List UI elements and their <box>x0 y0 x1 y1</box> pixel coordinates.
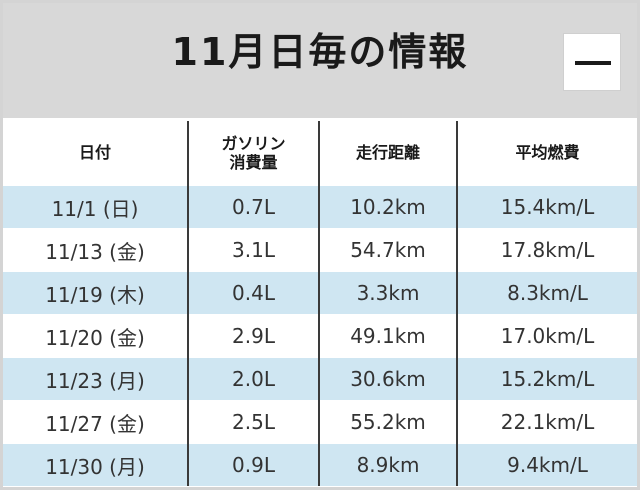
table-row: 11/23 (月) 2.0L 30.6km 15.2km/L <box>3 357 637 401</box>
cell-date: 11/13 (金) <box>3 228 189 272</box>
column-header-fuel: ガソリン 消費量 <box>188 121 320 186</box>
cell-economy: 17.8km/L <box>457 228 637 272</box>
table-row: 11/27 (金) 2.5L 55.2km 22.1km/L <box>3 400 637 444</box>
column-header-economy: 平均燃費 <box>457 121 637 186</box>
column-header-label: 日付 <box>78 143 111 163</box>
table-header-row: 日付 ガソリン 消費量 走行距離 平均燃費 <box>3 121 637 186</box>
cell-distance: 30.6km <box>319 357 458 401</box>
column-header-label-line2: 消費量 <box>229 153 278 172</box>
collapse-button[interactable] <box>563 33 621 91</box>
cell-economy: 9.4km/L <box>457 443 637 486</box>
cell-fuel: 0.7L <box>188 185 320 229</box>
cell-economy: 22.1km/L <box>457 400 637 444</box>
cell-economy: 8.3km/L <box>457 271 637 315</box>
table-row: 11/30 (月) 0.9L 8.9km 9.4km/L <box>3 443 637 486</box>
cell-economy: 17.0km/L <box>457 314 637 358</box>
cell-economy: 15.2km/L <box>457 357 637 401</box>
daily-info-table: 日付 ガソリン 消費量 走行距離 平均燃費 11/1 (日) 0.7L 10.2… <box>3 121 637 486</box>
column-header-label: ガソリン <box>221 133 286 153</box>
cell-fuel: 2.0L <box>188 357 320 401</box>
cell-fuel: 2.5L <box>188 400 320 444</box>
page-title: 11月日毎の情報 <box>171 30 469 74</box>
table-row: 11/1 (日) 0.7L 10.2km 15.4km/L <box>3 185 637 229</box>
minus-icon <box>575 61 611 65</box>
cell-distance: 3.3km <box>319 271 458 315</box>
column-header-date: 日付 <box>3 121 189 186</box>
cell-date: 11/19 (木) <box>3 271 189 315</box>
table-row: 11/20 (金) 2.9L 49.1km 17.0km/L <box>3 314 637 358</box>
cell-distance: 55.2km <box>319 400 458 444</box>
cell-date: 11/23 (月) <box>3 357 189 401</box>
cell-distance: 8.9km <box>319 443 458 486</box>
cell-fuel: 0.9L <box>188 443 320 486</box>
column-header-label: 走行距離 <box>355 143 420 163</box>
table-row: 11/19 (木) 0.4L 3.3km 8.3km/L <box>3 271 637 315</box>
cell-date: 11/30 (月) <box>3 443 189 486</box>
cell-fuel: 2.9L <box>188 314 320 358</box>
cell-distance: 49.1km <box>319 314 458 358</box>
cell-economy: 15.4km/L <box>457 185 637 229</box>
cell-date: 11/1 (日) <box>3 185 189 229</box>
cell-fuel: 3.1L <box>188 228 320 272</box>
cell-fuel: 0.4L <box>188 271 320 315</box>
cell-distance: 10.2km <box>319 185 458 229</box>
column-header-distance: 走行距離 <box>319 121 458 186</box>
cell-date: 11/27 (金) <box>3 400 189 444</box>
table-row: 11/13 (金) 3.1L 54.7km 17.8km/L <box>3 228 637 272</box>
cell-distance: 54.7km <box>319 228 458 272</box>
column-header-label: 平均燃費 <box>515 143 580 163</box>
panel-header: 11月日毎の情報 <box>3 3 637 118</box>
cell-date: 11/20 (金) <box>3 314 189 358</box>
